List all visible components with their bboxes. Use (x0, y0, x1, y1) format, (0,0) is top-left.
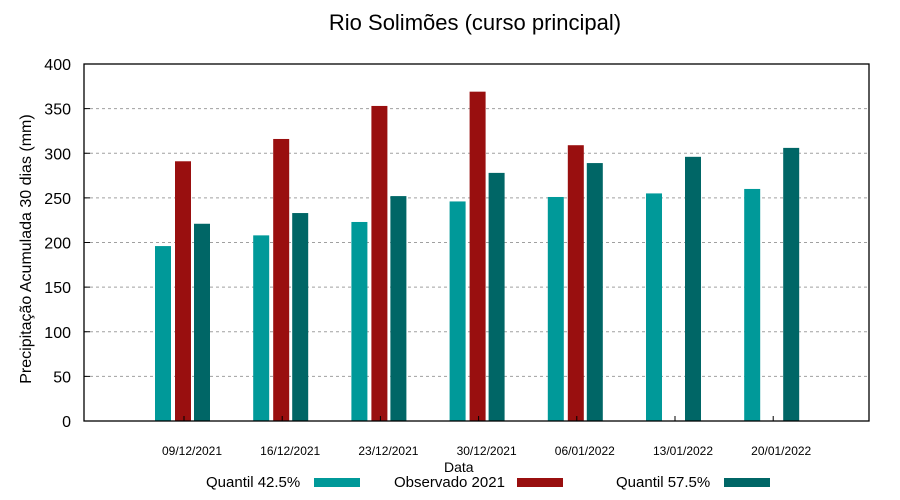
legend-label: Quantil 57.5% (616, 474, 711, 491)
bar-quantil-57-5- (685, 156, 701, 421)
bar-observado-2021 (371, 105, 388, 421)
y-tick-label: 400 (44, 57, 71, 74)
bar-quantil-57-5- (783, 147, 800, 421)
legend-swatch (516, 478, 563, 487)
y-tick-label: 150 (44, 280, 71, 297)
bar-quantil-57-5- (390, 196, 407, 421)
bar-quantil-42-5- (547, 196, 564, 421)
bar-observado-2021 (273, 138, 290, 421)
x-tick-label: 23/12/2021 (358, 444, 418, 458)
bar-quantil-42-5- (646, 193, 662, 421)
bar-observado-2021 (567, 145, 584, 421)
bar-quantil-57-5- (586, 163, 603, 421)
x-tick-label: 30/12/2021 (457, 444, 517, 458)
bar-quantil-42-5- (744, 188, 761, 421)
bar-quantil-57-5- (292, 213, 309, 421)
y-tick-label: 250 (44, 191, 71, 208)
legend-item-observado-2021: Observado 2021 (394, 474, 563, 491)
x-tick-label: 20/01/2022 (751, 444, 811, 458)
y-tick-label: 0 (62, 414, 71, 431)
bar-quantil-57-5- (488, 172, 505, 421)
bar-quantil-42-5- (253, 235, 270, 421)
y-tick-label: 100 (44, 325, 71, 342)
x-axis-label: Data (444, 459, 474, 475)
legend-item-quantil-57: Quantil 57.5% (616, 474, 771, 491)
bar-observado-2021 (175, 161, 191, 421)
legend-swatch (724, 478, 771, 487)
legend-swatch (314, 478, 361, 487)
y-tick-label: 350 (44, 102, 71, 119)
legend-label: Observado 2021 (394, 474, 505, 491)
y-tick-label: 200 (44, 236, 71, 253)
legend-label: Quantil 42.5% (206, 474, 301, 491)
x-tick-label: 13/01/2022 (653, 444, 713, 458)
y-tick-label: 300 (44, 146, 71, 163)
legend: Quantil 42.5% Observado 2021 Quantil 57.… (0, 474, 900, 494)
bar-observado-2021 (469, 91, 486, 421)
x-tick-label: 06/01/2022 (555, 444, 615, 458)
bar-quantil-42-5- (351, 221, 368, 421)
x-tick-label: 09/12/2021 (162, 444, 222, 458)
plot-frame (83, 63, 870, 422)
bar-quantil-42-5- (449, 201, 466, 421)
y-axis-label: Precipitação Acumulada 30 dias (mm) (18, 114, 35, 384)
bar-quantil-42-5- (155, 246, 171, 421)
bar-quantil-57-5- (194, 223, 210, 421)
y-tick-label: 50 (53, 369, 71, 386)
chart-title: Rio Solimões (curso principal) (328, 10, 622, 35)
x-tick-label: 16/12/2021 (260, 444, 320, 458)
legend-item-quantil-42: Quantil 42.5% (206, 474, 361, 491)
